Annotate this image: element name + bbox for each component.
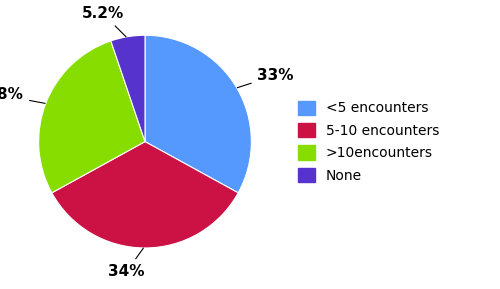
Text: 34%: 34% [108, 248, 145, 279]
Wedge shape [111, 35, 145, 142]
Wedge shape [52, 142, 238, 248]
Legend: <5 encounters, 5-10 encounters, >10encounters, None: <5 encounters, 5-10 encounters, >10encou… [298, 101, 440, 183]
Wedge shape [145, 35, 252, 193]
Text: 33%: 33% [238, 68, 293, 88]
Text: 27.8%: 27.8% [0, 87, 45, 103]
Text: 5.2%: 5.2% [82, 6, 126, 37]
Wedge shape [38, 41, 145, 193]
